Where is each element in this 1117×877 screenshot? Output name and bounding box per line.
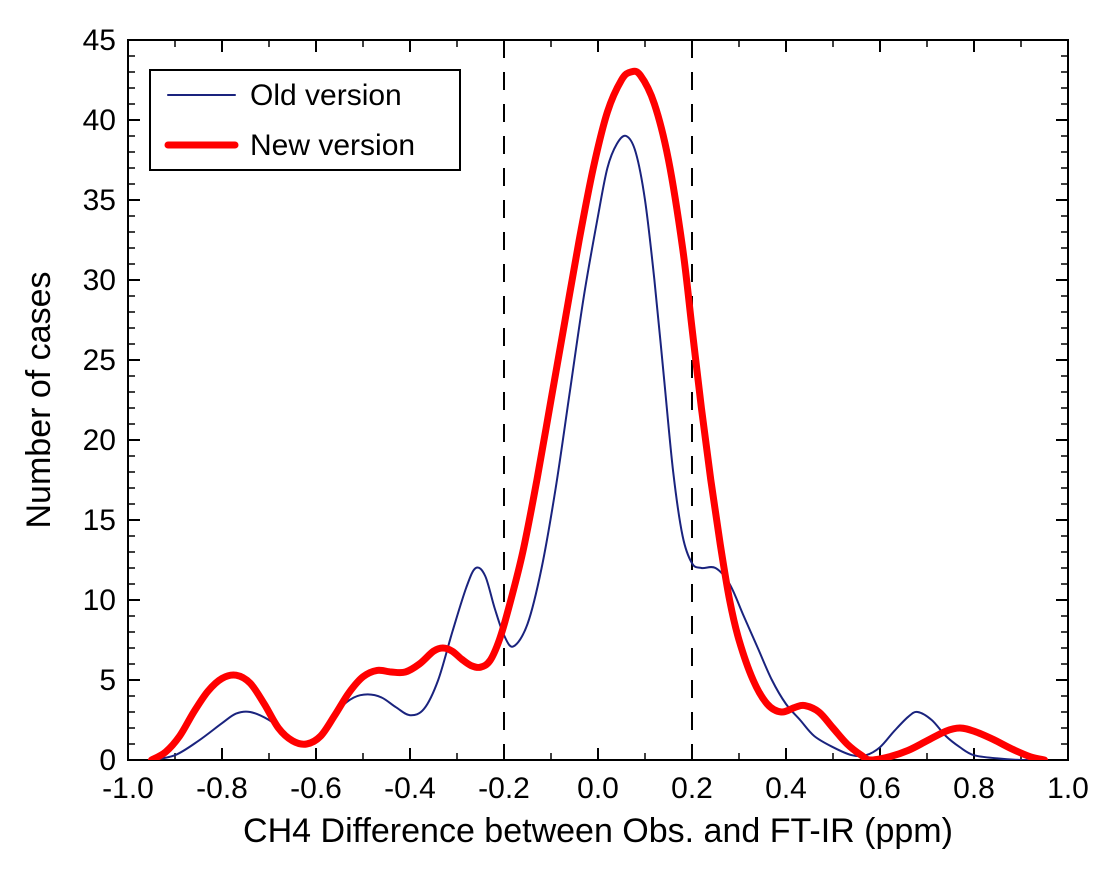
x-tick-label: 0.0 xyxy=(577,772,619,805)
x-tick-label: -0.2 xyxy=(478,772,530,805)
y-tick-label: 30 xyxy=(83,264,116,297)
x-tick-label: 1.0 xyxy=(1047,772,1089,805)
y-axis-label: Number of cases xyxy=(20,272,58,529)
x-axis-label: CH4 Difference between Obs. and FT-IR (p… xyxy=(243,812,953,850)
x-tick-label: 0.8 xyxy=(953,772,995,805)
y-tick-label: 5 xyxy=(99,664,116,697)
y-tick-label: 45 xyxy=(83,24,116,57)
y-tick-label: 20 xyxy=(83,424,116,457)
x-tick-label: -0.8 xyxy=(196,772,248,805)
y-tick-label: 0 xyxy=(99,744,116,777)
x-tick-label: 0.2 xyxy=(671,772,713,805)
legend-label: New version xyxy=(250,129,415,162)
x-tick-label: 0.4 xyxy=(765,772,807,805)
y-tick-label: 40 xyxy=(83,104,116,137)
y-tick-label: 10 xyxy=(83,584,116,617)
line-chart: -1.0-0.8-0.6-0.4-0.20.00.20.40.60.81.0CH… xyxy=(0,0,1117,877)
x-tick-label: 0.6 xyxy=(859,772,901,805)
x-tick-label: -0.4 xyxy=(384,772,436,805)
legend-label: Old version xyxy=(250,79,402,112)
y-tick-label: 25 xyxy=(83,344,116,377)
y-tick-label: 35 xyxy=(83,184,116,217)
chart-container: -1.0-0.8-0.6-0.4-0.20.00.20.40.60.81.0CH… xyxy=(0,0,1117,877)
x-tick-label: -0.6 xyxy=(290,772,342,805)
y-tick-label: 15 xyxy=(83,504,116,537)
